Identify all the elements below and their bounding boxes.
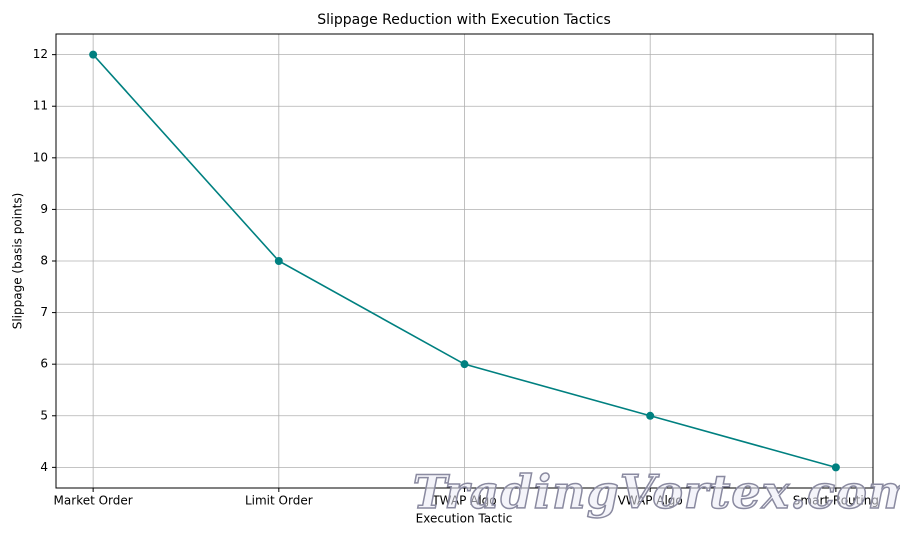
marker: [831, 463, 840, 472]
y-tick-label: 4: [40, 460, 48, 474]
y-tick-label: 7: [40, 305, 48, 319]
y-tick-label: 8: [40, 254, 48, 268]
marker: [646, 411, 655, 420]
plot-frame: [55, 33, 874, 489]
x-tick-label: VWAP Algo: [618, 494, 683, 508]
y-tick-label: 9: [40, 202, 48, 216]
x-tick-label: Smart Routing: [793, 494, 879, 508]
y-tick-label: 5: [40, 408, 48, 422]
chart-title: Slippage Reduction with Execution Tactic…: [317, 12, 611, 28]
watermark: TradingVortex.com: [413, 465, 900, 519]
y-tick-label: 6: [40, 357, 48, 371]
y-tick-label: 12: [33, 47, 48, 61]
x-tick-label: TWAP Algo: [431, 494, 496, 508]
y-tick-label: 10: [33, 150, 48, 164]
x-tick-label: Market Order: [54, 494, 133, 508]
marker: [89, 50, 98, 59]
y-axis-label: Slippage (basis points): [11, 193, 25, 330]
marker: [460, 360, 469, 369]
marker: [274, 257, 283, 265]
x-axis-label: Execution Tactic: [416, 512, 513, 526]
y-tick-label: 11: [33, 99, 48, 113]
x-tick-label: Limit Order: [245, 494, 313, 508]
